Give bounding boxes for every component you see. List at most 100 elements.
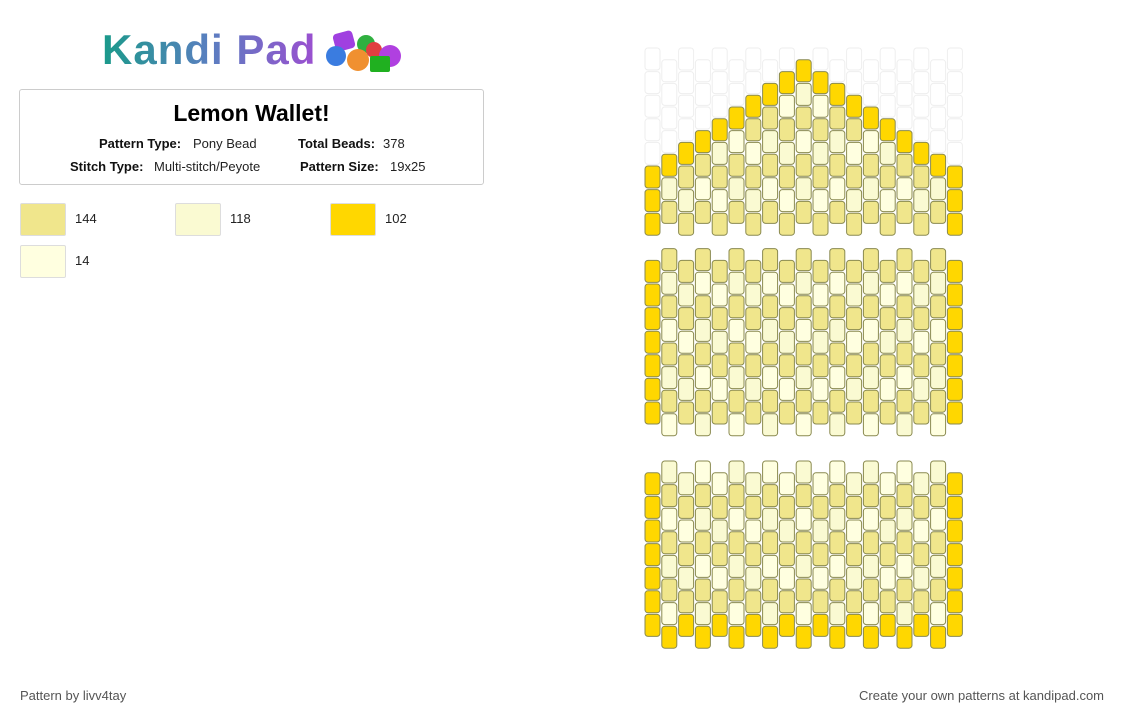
bead xyxy=(862,366,879,390)
bead xyxy=(711,47,728,71)
bead xyxy=(711,354,728,378)
bead xyxy=(778,330,795,354)
bead xyxy=(778,189,795,213)
bead xyxy=(745,307,762,331)
bead xyxy=(846,613,863,637)
bead xyxy=(795,366,812,390)
bead xyxy=(795,153,812,177)
bead xyxy=(694,200,711,224)
bead xyxy=(896,271,913,295)
bead xyxy=(762,578,779,602)
bead xyxy=(694,153,711,177)
bead xyxy=(913,141,930,165)
bead xyxy=(930,578,947,602)
bead xyxy=(812,354,829,378)
color-count: 118 xyxy=(230,211,251,226)
bead xyxy=(728,389,745,413)
bead xyxy=(711,543,728,567)
color-swatch xyxy=(20,245,66,278)
bead xyxy=(913,401,930,425)
pattern-title: Lemon Wallet! xyxy=(173,100,330,126)
bead xyxy=(694,248,711,272)
bead xyxy=(846,283,863,307)
bead xyxy=(829,106,846,130)
bead xyxy=(896,82,913,106)
bead xyxy=(829,602,846,626)
bead xyxy=(862,531,879,555)
bead xyxy=(711,472,728,496)
bead xyxy=(896,484,913,508)
bead xyxy=(678,47,695,71)
bead xyxy=(711,259,728,283)
bead xyxy=(879,165,896,189)
bead xyxy=(913,71,930,95)
bead xyxy=(913,47,930,71)
bead xyxy=(812,401,829,425)
bead xyxy=(846,472,863,496)
bead xyxy=(946,94,963,118)
bead xyxy=(946,71,963,95)
credit[interactable]: Create your own patterns at kandipad.com xyxy=(859,688,1104,703)
bead xyxy=(728,318,745,342)
bead xyxy=(745,377,762,401)
bead xyxy=(879,212,896,236)
bead xyxy=(846,519,863,543)
bead xyxy=(678,519,695,543)
bead xyxy=(728,153,745,177)
bead xyxy=(778,495,795,519)
bead xyxy=(678,118,695,142)
bead xyxy=(694,271,711,295)
bead xyxy=(846,141,863,165)
bead xyxy=(728,413,745,437)
bead xyxy=(812,472,829,496)
bead xyxy=(862,625,879,649)
bead xyxy=(930,82,947,106)
bead xyxy=(728,342,745,366)
bead xyxy=(879,613,896,637)
bead xyxy=(694,295,711,319)
bead xyxy=(711,283,728,307)
bead xyxy=(812,283,829,307)
bead xyxy=(812,543,829,567)
bead xyxy=(745,354,762,378)
bead xyxy=(896,531,913,555)
detail-value: Pony Bead xyxy=(193,136,257,151)
bead xyxy=(728,177,745,201)
bead xyxy=(678,165,695,189)
bead xyxy=(644,566,661,590)
detail-label: Pattern Size: xyxy=(300,159,379,174)
bead xyxy=(644,47,661,71)
bead xyxy=(778,613,795,637)
bead xyxy=(745,401,762,425)
bead xyxy=(778,259,795,283)
bead xyxy=(930,602,947,626)
bead xyxy=(661,271,678,295)
bead xyxy=(644,283,661,307)
bead xyxy=(930,625,947,649)
bead xyxy=(879,377,896,401)
bead xyxy=(896,153,913,177)
bead xyxy=(745,141,762,165)
bead xyxy=(795,177,812,201)
logo[interactable]: Kandi Pad xyxy=(102,26,317,73)
bead xyxy=(745,283,762,307)
bead xyxy=(644,71,661,95)
bead xyxy=(930,153,947,177)
bead xyxy=(694,106,711,130)
bead xyxy=(812,613,829,637)
bead xyxy=(661,366,678,390)
bead xyxy=(745,165,762,189)
bead xyxy=(644,118,661,142)
bead xyxy=(862,554,879,578)
bead xyxy=(829,248,846,272)
bead xyxy=(711,141,728,165)
bead xyxy=(644,377,661,401)
bead xyxy=(896,460,913,484)
bead xyxy=(913,307,930,331)
bead xyxy=(678,590,695,614)
bead xyxy=(896,625,913,649)
bead xyxy=(812,519,829,543)
bead xyxy=(795,602,812,626)
bead xyxy=(930,366,947,390)
